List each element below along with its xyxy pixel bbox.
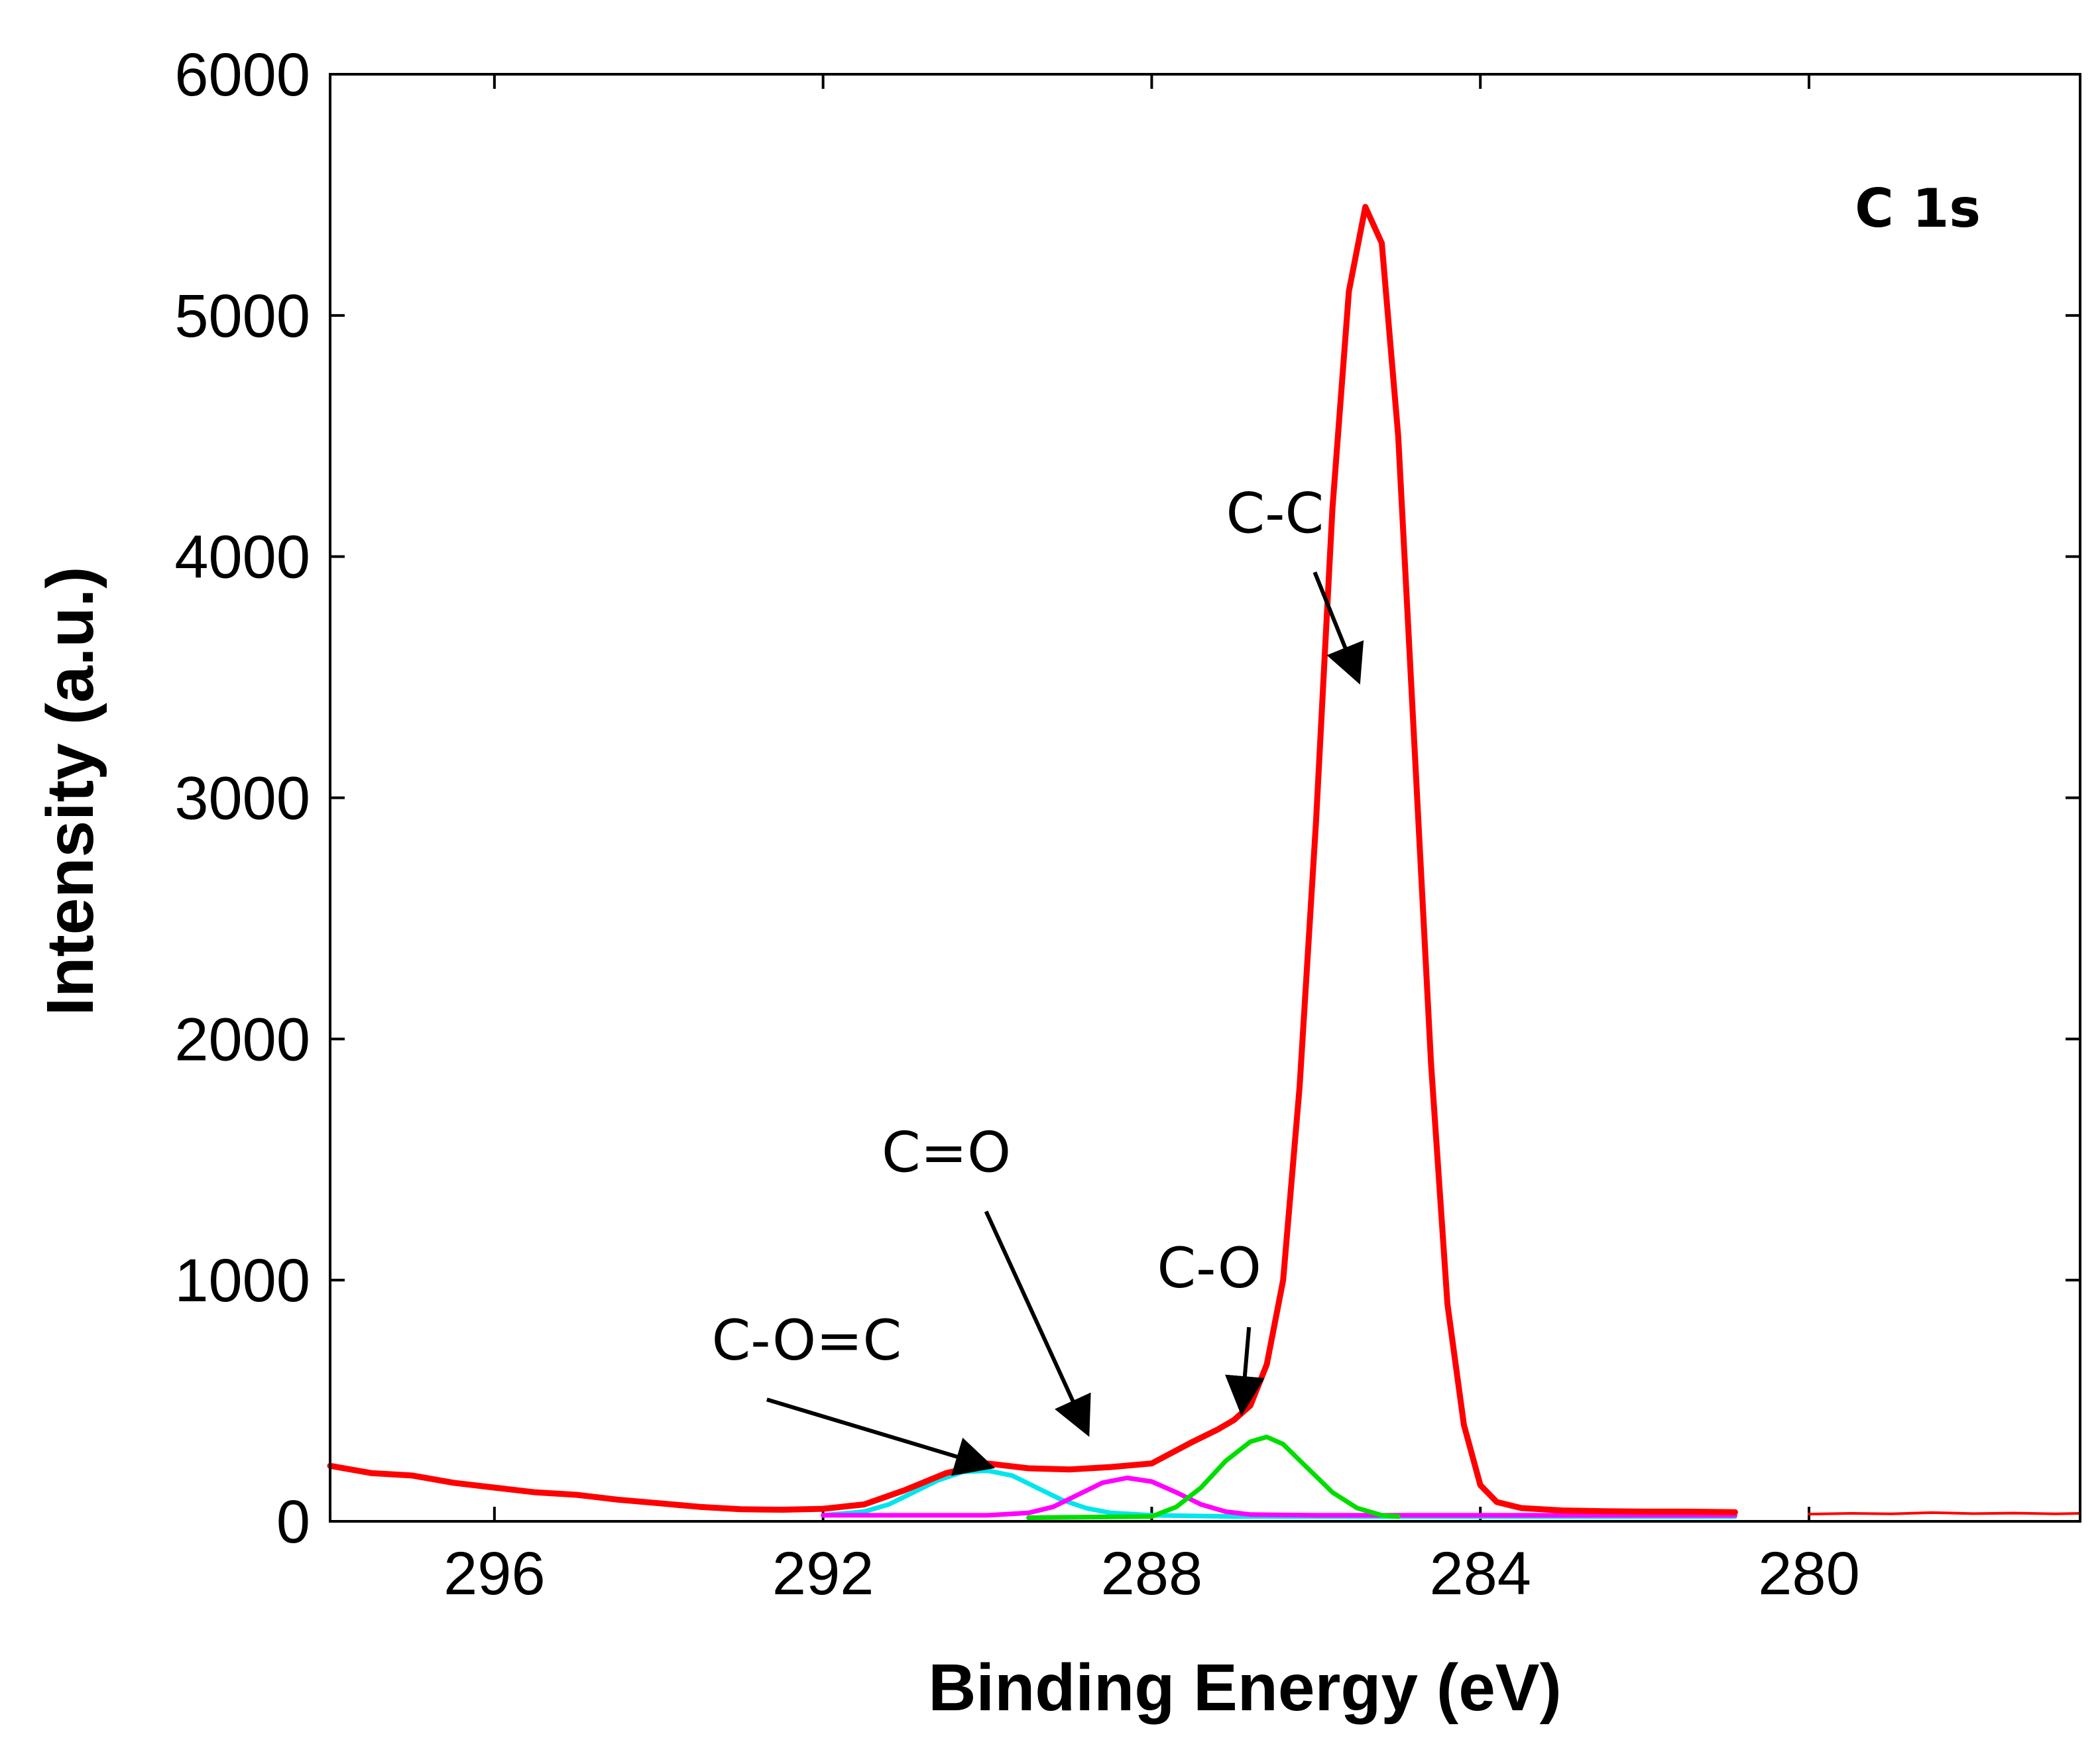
- series-line-1: [1808, 1511, 2081, 1516]
- x-tick-label: 292: [772, 1540, 874, 1608]
- x-tick-label: 284: [1429, 1540, 1531, 1608]
- y-tick-label: 0: [276, 1488, 310, 1556]
- annotation-arrow: [984, 1210, 1091, 1437]
- y-tick-label: 2000: [174, 1006, 310, 1073]
- tick-layer: 296 292 288 284 280 0 1000 2000 3000 4000 5000 6000: [174, 41, 2080, 1608]
- annotation-arrow: [766, 1397, 996, 1476]
- series-line-0: [327, 204, 1738, 1515]
- annotation-layer: C-C C=O C-O C-O=C: [712, 481, 1364, 1476]
- y-axis-title: Intensity (a.u.): [33, 567, 107, 1016]
- y-tick-label: 6000: [174, 41, 310, 109]
- x-tick-label: 296: [443, 1540, 546, 1608]
- y-tick-label: 4000: [174, 524, 310, 591]
- x-tick-label: 280: [1758, 1540, 1860, 1608]
- y-tick-label: 3000: [174, 765, 310, 833]
- series-line-4: [1026, 1434, 1401, 1520]
- x-axis-title: Binding Energy (eV): [928, 1651, 1562, 1725]
- y-tick-label: 5000: [174, 282, 310, 350]
- annotation-arrow: [1312, 571, 1364, 685]
- x-tick-label: 288: [1101, 1540, 1203, 1608]
- annotation-label: C-O=C: [712, 1308, 902, 1373]
- annotation-arrow: [1224, 1326, 1265, 1416]
- annotation-label: C=O: [882, 1120, 1011, 1185]
- y-tick-label: 1000: [174, 1247, 310, 1315]
- annotation-label: C-C: [1226, 481, 1324, 546]
- panel-label: C 1s: [1855, 178, 1981, 239]
- series-layer: [327, 204, 2081, 1520]
- plot-frame: [329, 73, 2081, 1523]
- annotation-label: C-O: [1157, 1236, 1261, 1301]
